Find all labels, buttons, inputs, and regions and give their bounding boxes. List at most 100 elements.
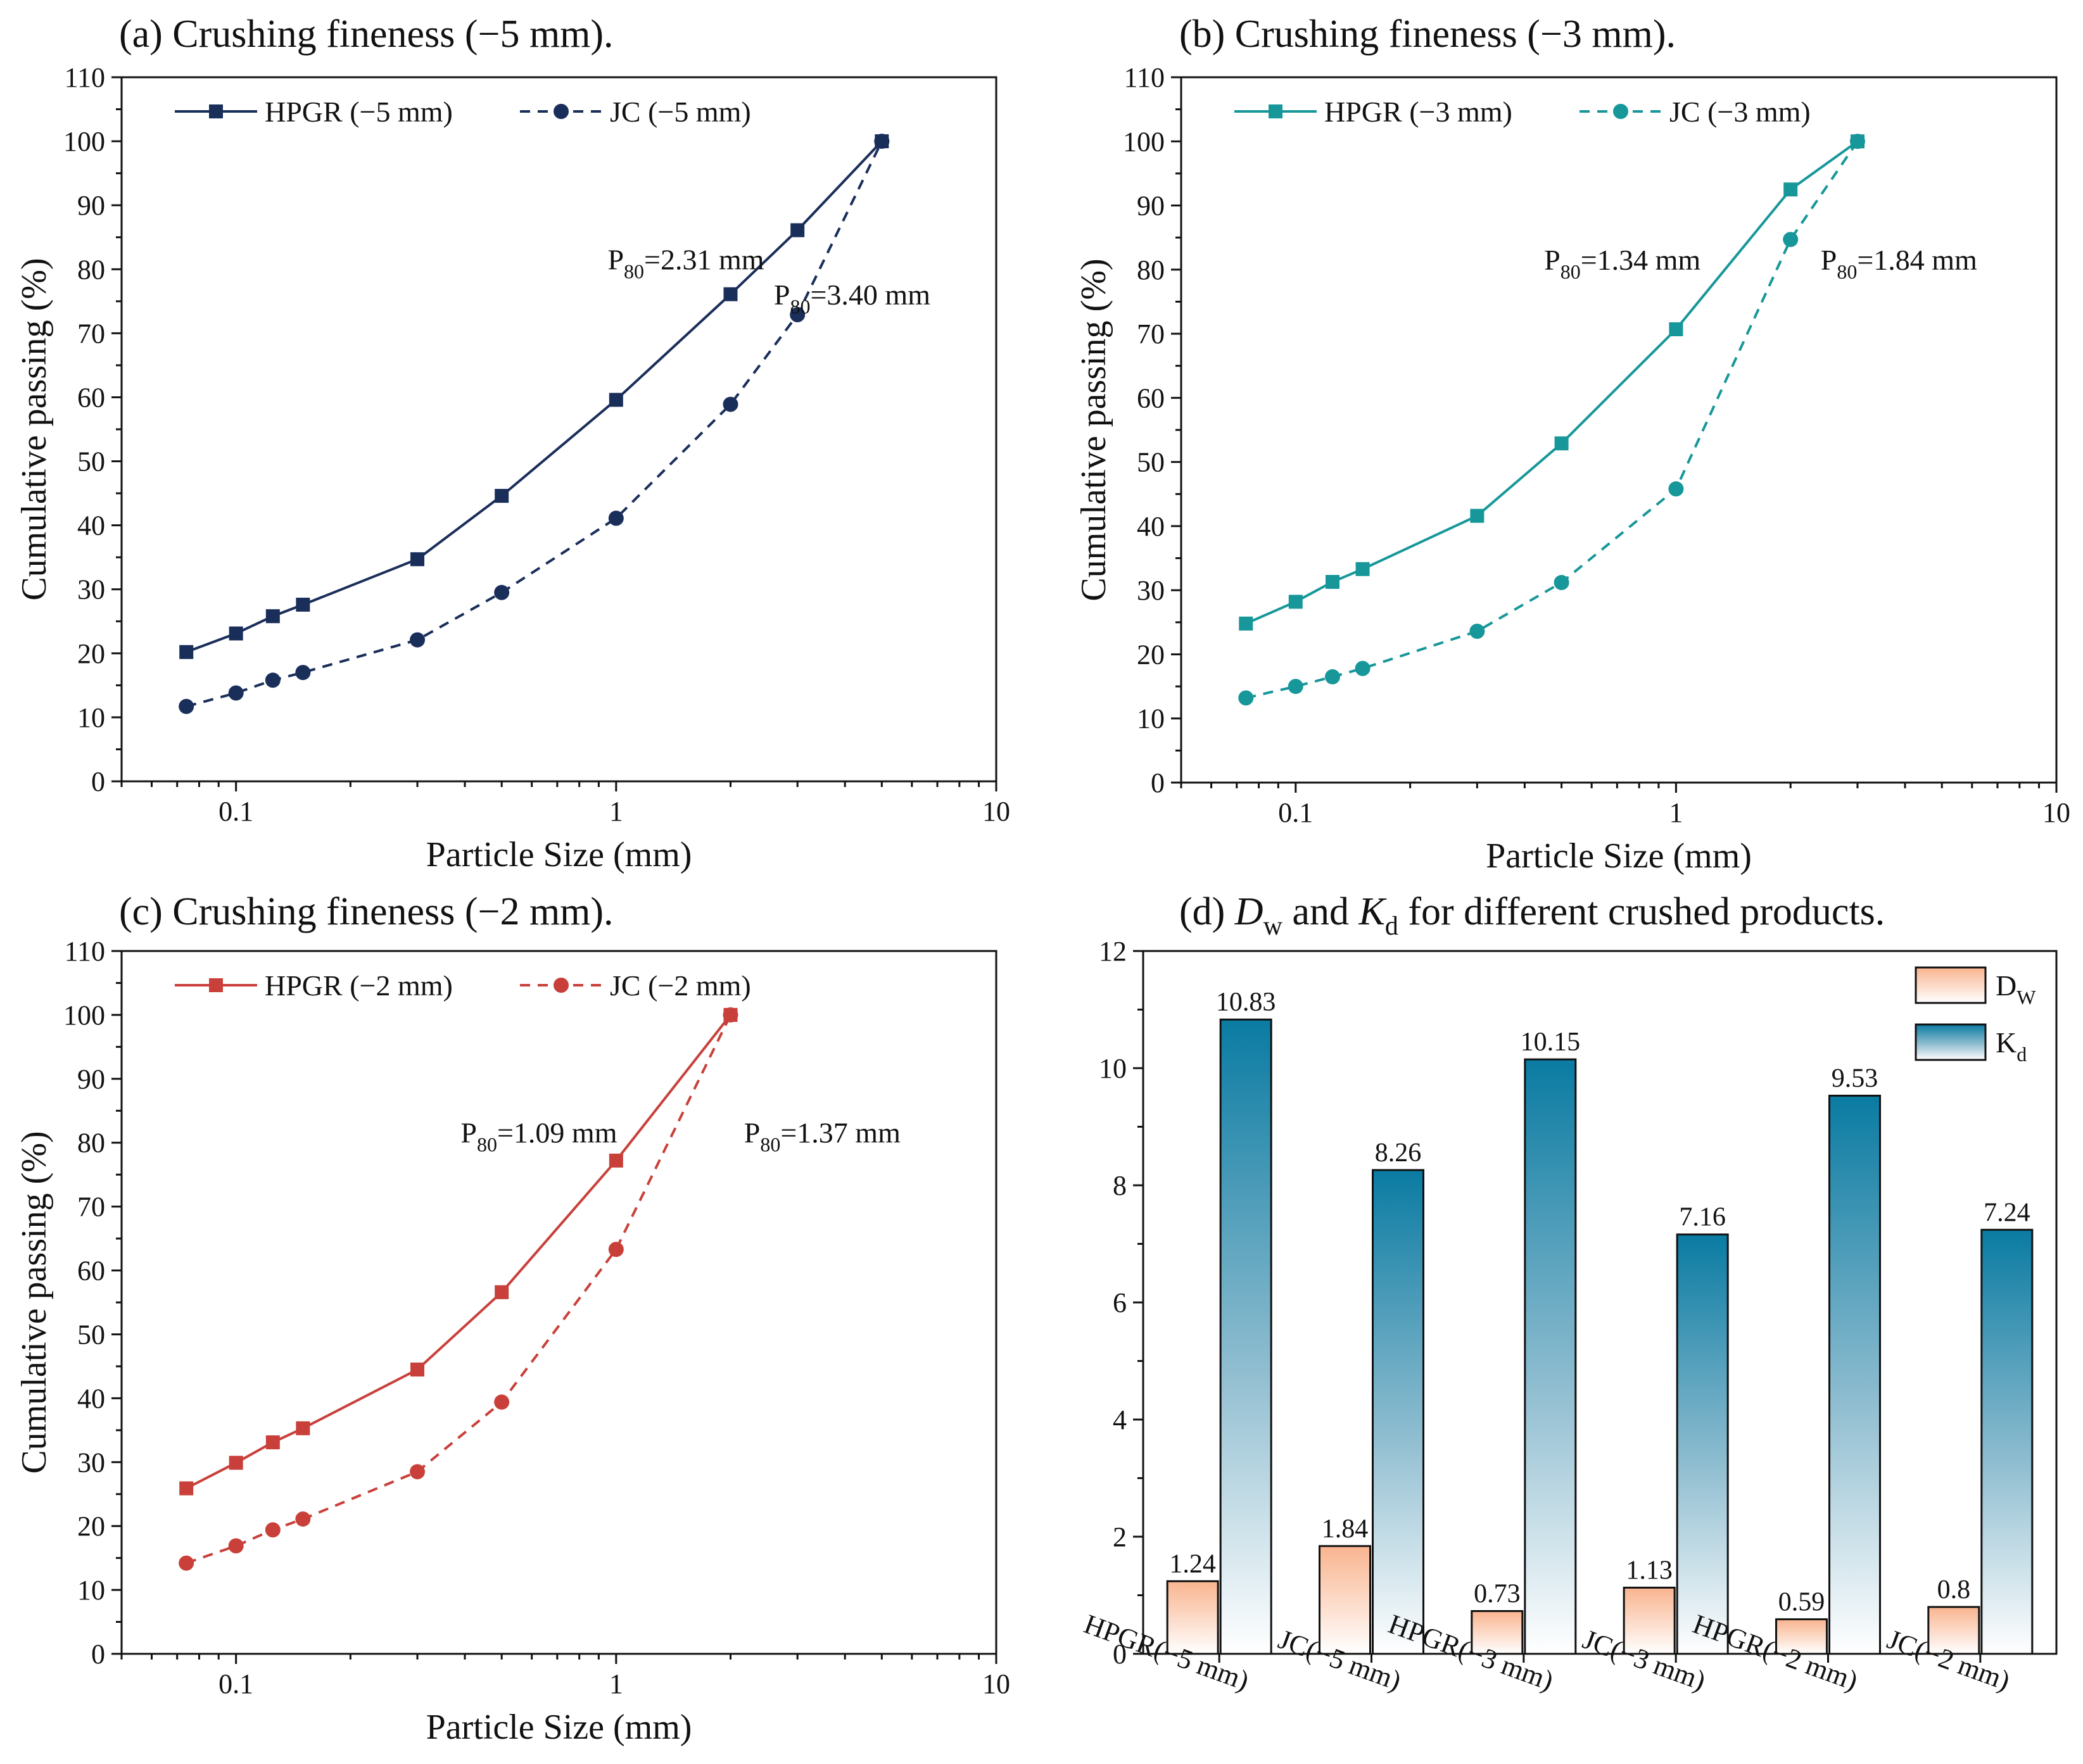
bar-value-label: 1.24 [1169,1549,1216,1578]
data-point-hpgr [1554,436,1569,451]
y-tick-label: 40 [77,510,105,541]
data-point-jc [1325,669,1341,684]
bar-dw [1623,1586,1676,1655]
y-tick-label: 60 [77,1256,105,1287]
panel-d: (d) Dw and Kd for different crushed prod… [1080,890,2058,1696]
x-axis-label: Particle Size (mm) [1486,836,1752,876]
data-point-hpgr [1239,616,1253,631]
series-line-jc [186,1014,732,1565]
legend-label-sub: d [2017,1043,2027,1066]
legend-marker-circle [554,104,569,119]
panel-title: (a) Crushing fineness (−5 mm). [119,13,614,56]
legend-label: HPGR (−5 mm) [265,96,453,128]
title-part: w [1263,912,1283,941]
y-tick-label: 0 [1113,1639,1127,1670]
y-tick-label: 20 [77,638,105,669]
legend-label: DW [1996,969,2036,1009]
legend-label: Kd [1996,1026,2027,1066]
data-point-hpgr [790,223,805,237]
y-tick-label: 110 [65,936,105,967]
p80-annotation-rest: =2.31 mm [644,243,764,275]
data-point-hpgr [723,287,738,301]
p80-annotation-rest: =1.37 mm [780,1117,901,1149]
p80-annotation-sub: 80 [477,1133,497,1156]
x-tick-label: 10 [982,796,1010,827]
data-point-hpgr [1326,575,1340,589]
series-line-hpgr [1245,140,1859,625]
data-point-hpgr [265,609,280,624]
y-axis-label: Cumulative passing (%) [1074,258,1113,601]
legend-label: JC (−5 mm) [610,96,751,128]
bar-value-label: 8.26 [1375,1138,1422,1168]
y-tick-label: 70 [77,1192,105,1223]
data-point-jc [1554,575,1569,591]
series-line-jc [186,141,883,708]
y-tick-label: 40 [1137,511,1165,542]
x-tick-label: 10 [982,1668,1010,1699]
y-tick-label: 80 [77,254,105,285]
legend-swatch [1915,1023,1987,1061]
x-tick-label: 1 [609,796,623,827]
title-part: for different crushed products. [1398,890,1885,933]
bar-value-label: 7.24 [1984,1198,2030,1227]
y-tick-label: 30 [77,1447,105,1478]
plot-frame [120,76,997,783]
bar-value-label: 1.13 [1626,1556,1673,1585]
data-point-hpgr [1288,595,1303,609]
y-tick-label: 50 [1137,447,1165,478]
y-tick-label: 10 [1137,703,1165,734]
data-point-hpgr [609,1153,623,1168]
y-tick-label: 70 [1137,318,1165,350]
data-point-jc [608,1242,624,1257]
p80-annotation: P80=2.31 mm [607,243,764,282]
y-tick-label: 30 [77,574,105,605]
y-tick-label: 0 [1151,767,1165,798]
y-tick-label: 20 [77,1511,105,1542]
y-tick-label: 6 [1113,1287,1127,1318]
y-tick-label: 60 [77,382,105,413]
bar-dw [1471,1610,1524,1655]
y-tick-label: 80 [1137,255,1165,286]
data-point-jc [1668,481,1684,497]
bar-value-label: 10.15 [1521,1028,1581,1057]
y-tick-label: 90 [77,190,105,221]
data-point-jc [295,1511,311,1527]
panel-title: (d) Dw and Kd for different crushed prod… [1179,890,1885,941]
bar-kd [1372,1169,1424,1655]
bar-value-label: 1.84 [1322,1515,1369,1544]
data-point-jc [1288,679,1303,695]
data-point-jc [265,672,281,688]
panel-a: (a) Crushing fineness (−5 mm). 0 10 20 30 40 5… [15,13,1010,874]
series-line-hpgr [186,140,883,653]
y-tick-label: 12 [1099,936,1127,967]
p80-annotation-sub: 80 [1837,260,1857,283]
legend-marker-circle [1613,104,1628,119]
panel-title: (b) Crushing fineness (−3 mm). [1179,13,1676,56]
data-point-jc [1783,232,1799,248]
y-tick-label: 8 [1113,1170,1127,1201]
p80-annotation: P80=1.34 mm [1544,244,1700,283]
y-tick-label: 40 [77,1383,105,1414]
p80-annotation-sub: 80 [790,295,810,318]
bar-kd [1980,1228,2034,1655]
y-tick-label: 100 [63,1000,105,1031]
y-tick-label: 30 [1137,575,1165,606]
x-tick-label: 0.1 [218,796,253,827]
bar-kd [1219,1018,1272,1655]
y-tick-label: 50 [77,446,105,477]
p80-annotation-base: P [774,279,790,311]
data-point-jc [1355,660,1371,676]
data-point-hpgr [229,626,243,641]
panel-c: (c) Crushing fineness (−2 mm). 0 10 20 30 40 5… [15,890,1010,1747]
data-point-jc [1849,134,1865,149]
y-tick-label: 70 [77,318,105,349]
bar-value-label: 10.83 [1216,988,1276,1017]
p80-annotation-sub: 80 [760,1133,780,1156]
data-point-jc [874,134,890,149]
data-point-jc [723,1007,738,1023]
data-point-hpgr [1470,508,1485,523]
p80-annotation-base: P [460,1117,477,1149]
y-tick-label: 2 [1113,1521,1127,1553]
data-point-jc [790,307,806,323]
